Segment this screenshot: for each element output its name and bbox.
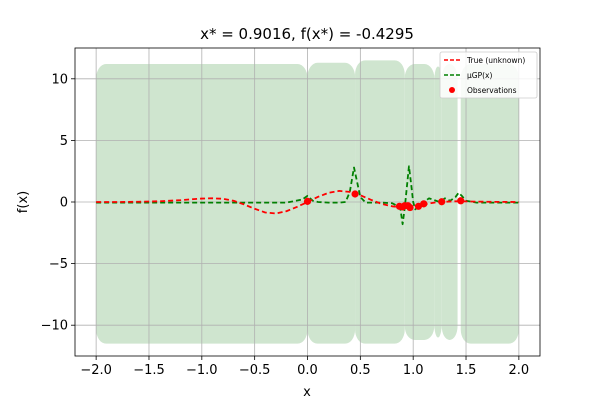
y-axis-label: f(x) bbox=[16, 191, 31, 213]
x-tick-label-8: 2.0 bbox=[509, 363, 530, 378]
x-tick-label-0: −2.0 bbox=[80, 363, 112, 378]
x-tick-label-3: −0.5 bbox=[239, 363, 271, 378]
observation-point-0 bbox=[303, 197, 312, 205]
observation-point-10 bbox=[457, 197, 465, 205]
observation-points bbox=[303, 190, 465, 212]
x-axis-ticks: −2.0 −1.5 −1.0 −0.5 0.0 0.5 1.0 1.5 2.0 bbox=[80, 356, 529, 378]
x-axis-label: x bbox=[303, 385, 311, 400]
x-tick-label-7: 1.5 bbox=[456, 363, 477, 378]
x-tick-label-4: 0.0 bbox=[297, 363, 318, 378]
observation-point-1 bbox=[351, 190, 359, 198]
gp-mean-line bbox=[96, 165, 519, 226]
legend: True (unknown) μGP(x) Observations bbox=[439, 51, 538, 99]
y-tick-label-2: 0 bbox=[60, 196, 68, 211]
legend-box bbox=[439, 51, 538, 99]
x-tick-label-6: 1.0 bbox=[403, 363, 424, 378]
legend-true-label: True (unknown) bbox=[466, 56, 525, 65]
band-segment-6 bbox=[460, 64, 519, 344]
y-tick-label-0: −10 bbox=[41, 319, 68, 334]
observation-point-6 bbox=[406, 203, 414, 212]
band-segment-1 bbox=[307, 62, 356, 344]
observation-point-9 bbox=[438, 198, 446, 206]
legend-observations-swatch bbox=[449, 87, 455, 93]
observation-point-8 bbox=[420, 200, 428, 208]
y-tick-label-4: 10 bbox=[51, 72, 68, 87]
legend-gp-label: μGP(x) bbox=[467, 71, 492, 80]
y-axis-ticks: −10 −5 0 5 10 bbox=[41, 72, 75, 334]
y-tick-label-3: 5 bbox=[60, 134, 68, 149]
legend-observations-label: Observations bbox=[467, 86, 517, 95]
x-tick-label-1: −1.5 bbox=[133, 363, 165, 378]
x-tick-label-5: 0.5 bbox=[350, 363, 371, 378]
x-tick-label-2: −1.0 bbox=[186, 363, 218, 378]
chart-title: x* = 0.9016, f(x*) = -0.4295 bbox=[200, 25, 414, 43]
y-tick-label-1: −5 bbox=[49, 257, 68, 272]
plot-area bbox=[74, 47, 541, 357]
